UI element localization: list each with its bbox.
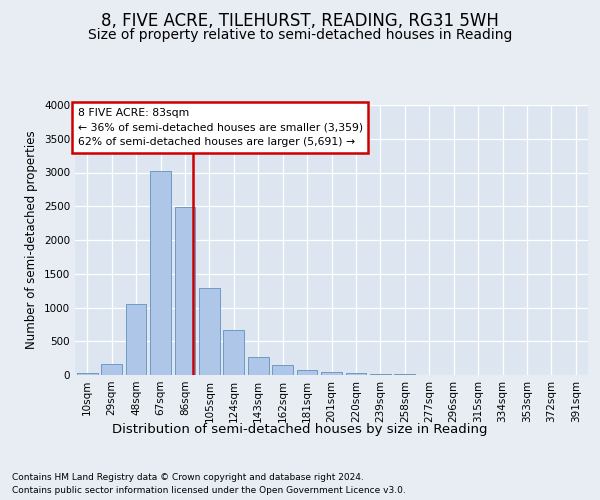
Bar [199, 288, 220, 375]
Bar [175, 207, 196, 375]
Bar [370, 374, 391, 375]
Bar [125, 304, 146, 375]
Bar [248, 358, 269, 375]
Text: Contains public sector information licensed under the Open Government Licence v3: Contains public sector information licen… [12, 486, 406, 495]
Y-axis label: Number of semi-detached properties: Number of semi-detached properties [25, 130, 38, 350]
Bar [394, 374, 415, 375]
Text: 8 FIVE ACRE: 83sqm
← 36% of semi-detached houses are smaller (3,359)
62% of semi: 8 FIVE ACRE: 83sqm ← 36% of semi-detache… [77, 108, 362, 148]
Bar [296, 370, 317, 375]
Bar [77, 374, 98, 375]
Text: Contains HM Land Registry data © Crown copyright and database right 2024.: Contains HM Land Registry data © Crown c… [12, 472, 364, 482]
Bar [150, 171, 171, 375]
Text: Distribution of semi-detached houses by size in Reading: Distribution of semi-detached houses by … [112, 422, 488, 436]
Bar [223, 330, 244, 375]
Bar [321, 372, 342, 375]
Bar [101, 364, 122, 375]
Text: 8, FIVE ACRE, TILEHURST, READING, RG31 5WH: 8, FIVE ACRE, TILEHURST, READING, RG31 5… [101, 12, 499, 30]
Bar [346, 374, 367, 375]
Text: Size of property relative to semi-detached houses in Reading: Size of property relative to semi-detach… [88, 28, 512, 42]
Bar [272, 365, 293, 375]
